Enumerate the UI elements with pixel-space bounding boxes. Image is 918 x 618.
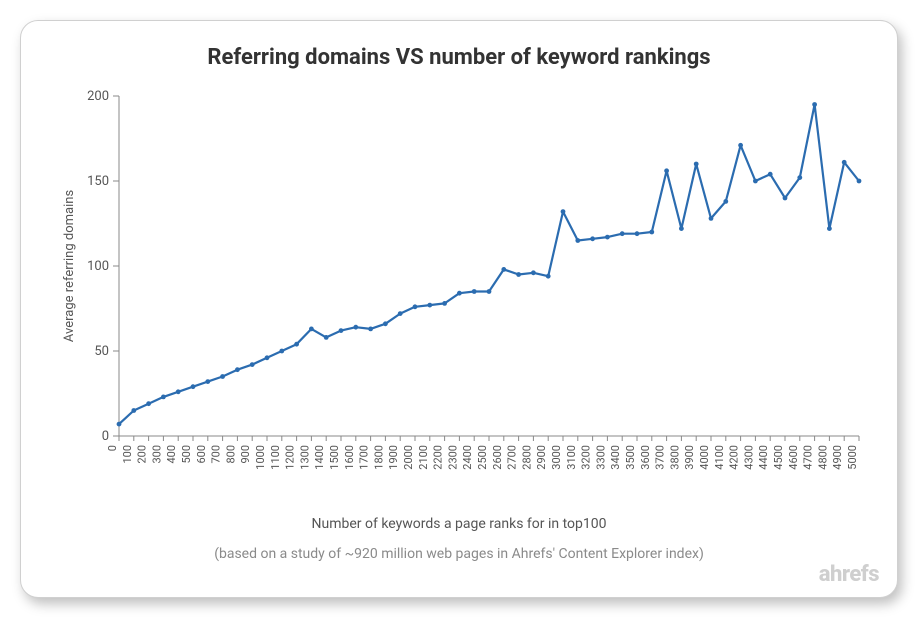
svg-text:1000: 1000: [254, 445, 267, 470]
chart-title: Referring domains VS number of keyword r…: [51, 45, 867, 70]
brand-watermark: ahrefs: [819, 562, 879, 587]
svg-text:4100: 4100: [713, 445, 726, 470]
svg-text:50: 50: [94, 344, 109, 359]
svg-text:2700: 2700: [506, 445, 519, 470]
svg-text:3200: 3200: [580, 445, 593, 470]
svg-text:4700: 4700: [802, 445, 815, 470]
svg-text:Average referring domains: Average referring domains: [62, 190, 77, 343]
svg-text:2100: 2100: [417, 445, 430, 470]
svg-text:1700: 1700: [358, 445, 371, 470]
svg-text:0: 0: [106, 445, 119, 451]
svg-text:200: 200: [136, 445, 149, 464]
svg-text:3100: 3100: [565, 445, 578, 470]
svg-text:4600: 4600: [787, 445, 800, 470]
svg-text:150: 150: [87, 174, 109, 189]
svg-text:2800: 2800: [520, 445, 533, 470]
svg-text:4400: 4400: [757, 445, 770, 470]
svg-text:5000: 5000: [846, 445, 859, 470]
line-chart-svg: 050100150200Average referring domains010…: [51, 80, 869, 510]
svg-text:3300: 3300: [594, 445, 607, 470]
svg-text:3900: 3900: [683, 445, 696, 470]
svg-text:400: 400: [165, 445, 178, 464]
svg-text:2400: 2400: [461, 445, 474, 470]
svg-text:200: 200: [87, 89, 109, 104]
svg-text:4500: 4500: [772, 445, 785, 470]
svg-text:500: 500: [180, 445, 193, 464]
svg-text:2600: 2600: [491, 445, 504, 470]
svg-text:4200: 4200: [728, 445, 741, 470]
svg-text:1500: 1500: [328, 445, 341, 470]
svg-text:3800: 3800: [668, 445, 681, 470]
svg-text:3500: 3500: [624, 445, 637, 470]
svg-text:900: 900: [239, 445, 252, 464]
svg-text:1300: 1300: [298, 445, 311, 470]
svg-text:1900: 1900: [387, 445, 400, 470]
svg-text:100: 100: [121, 445, 134, 464]
footnote: (based on a study of ~920 million web pa…: [51, 546, 867, 562]
chart-area: 050100150200Average referring domains010…: [51, 80, 867, 510]
svg-text:2900: 2900: [535, 445, 548, 470]
svg-text:100: 100: [87, 259, 109, 274]
svg-text:4300: 4300: [742, 445, 755, 470]
svg-text:3700: 3700: [654, 445, 667, 470]
svg-text:1800: 1800: [372, 445, 385, 470]
svg-text:3000: 3000: [550, 445, 563, 470]
svg-text:1200: 1200: [284, 445, 297, 470]
xaxis-title: Number of keywords a page ranks for in t…: [51, 516, 867, 532]
svg-text:2500: 2500: [476, 445, 489, 470]
svg-text:2200: 2200: [432, 445, 445, 470]
svg-text:0: 0: [102, 429, 109, 444]
svg-text:600: 600: [195, 445, 208, 464]
svg-text:700: 700: [210, 445, 223, 464]
svg-text:4800: 4800: [816, 445, 829, 470]
svg-text:300: 300: [150, 445, 163, 464]
svg-text:1400: 1400: [313, 445, 326, 470]
svg-text:2300: 2300: [446, 445, 459, 470]
svg-text:2000: 2000: [402, 445, 415, 470]
svg-text:3600: 3600: [639, 445, 652, 470]
svg-text:1100: 1100: [269, 445, 282, 470]
svg-text:3400: 3400: [609, 445, 622, 470]
svg-text:1600: 1600: [343, 445, 356, 470]
svg-text:800: 800: [224, 445, 237, 464]
chart-card: Referring domains VS number of keyword r…: [20, 20, 898, 598]
svg-text:4900: 4900: [831, 445, 844, 470]
svg-text:4000: 4000: [698, 445, 711, 470]
